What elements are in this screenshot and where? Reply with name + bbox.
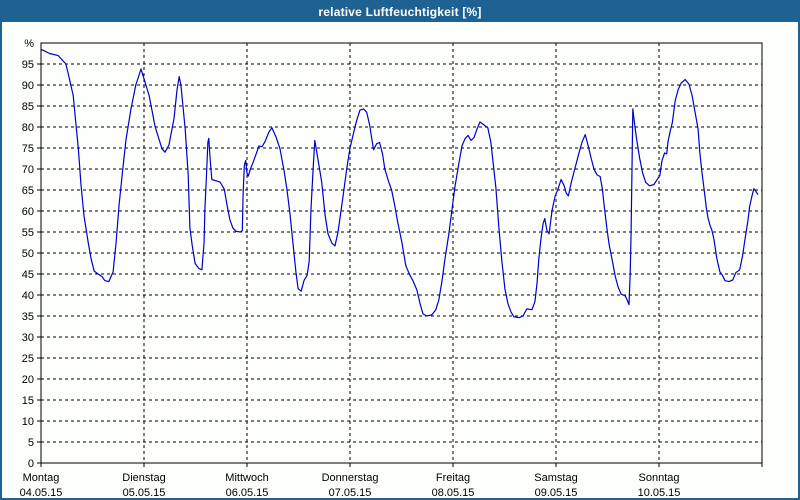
y-tick-label: 70 <box>22 164 34 176</box>
x-day-label: Samstag <box>534 472 577 484</box>
x-date-label: 09.05.15 <box>535 487 578 498</box>
x-date-label: 04.05.15 <box>20 487 63 498</box>
x-date-label: 05.05.15 <box>123 487 166 498</box>
y-tick-label: 30 <box>22 332 34 344</box>
x-day-label: Dienstag <box>122 472 165 484</box>
y-axis-unit-label: % <box>24 38 34 50</box>
y-tick-label: 15 <box>22 395 34 407</box>
y-tick-label: 10 <box>22 416 34 428</box>
y-tick-label: 20 <box>22 374 34 386</box>
x-day-label: Sonntag <box>639 472 680 484</box>
data-series <box>40 48 759 319</box>
y-tick-label: 25 <box>22 353 34 365</box>
x-day-label: Donnerstag <box>322 472 379 484</box>
y-tick-label: 60 <box>22 206 34 218</box>
y-tick-label: 35 <box>22 311 34 323</box>
y-tick-label: 95 <box>22 59 34 71</box>
y-tick-label: 50 <box>22 248 34 260</box>
title-bar: relative Luftfeuchtigkeit [%] <box>2 2 798 22</box>
y-tick-label: 45 <box>22 269 34 281</box>
y-tick-label: 0 <box>28 458 34 470</box>
x-day-label: Mittwoch <box>225 472 268 484</box>
x-date-label: 10.05.15 <box>638 487 681 498</box>
y-tick-label: 85 <box>22 101 34 113</box>
y-tick-label: 75 <box>22 143 34 155</box>
axis-labels: 0 5 10 15 20 25 30 35 40 45 50 55 60 65 70 75 80 85 90 95% M… <box>20 38 681 498</box>
y-tick-label: 90 <box>22 80 34 92</box>
gridlines <box>41 43 762 463</box>
humidity-line <box>40 48 759 319</box>
x-day-label: Freitag <box>436 472 470 484</box>
x-date-label: 07.05.15 <box>329 487 372 498</box>
x-day-label: Montag <box>23 472 60 484</box>
tick-marks <box>37 63 763 467</box>
y-tick-label: 65 <box>22 185 34 197</box>
y-tick-label: 40 <box>22 290 34 302</box>
y-tick-label: 80 <box>22 122 34 134</box>
x-date-label: 06.05.15 <box>226 487 269 498</box>
x-date-label: 08.05.15 <box>432 487 475 498</box>
y-tick-label: 5 <box>28 437 34 449</box>
y-tick-label: 55 <box>22 227 34 239</box>
window-title: relative Luftfeuchtigkeit [%] <box>318 5 482 19</box>
